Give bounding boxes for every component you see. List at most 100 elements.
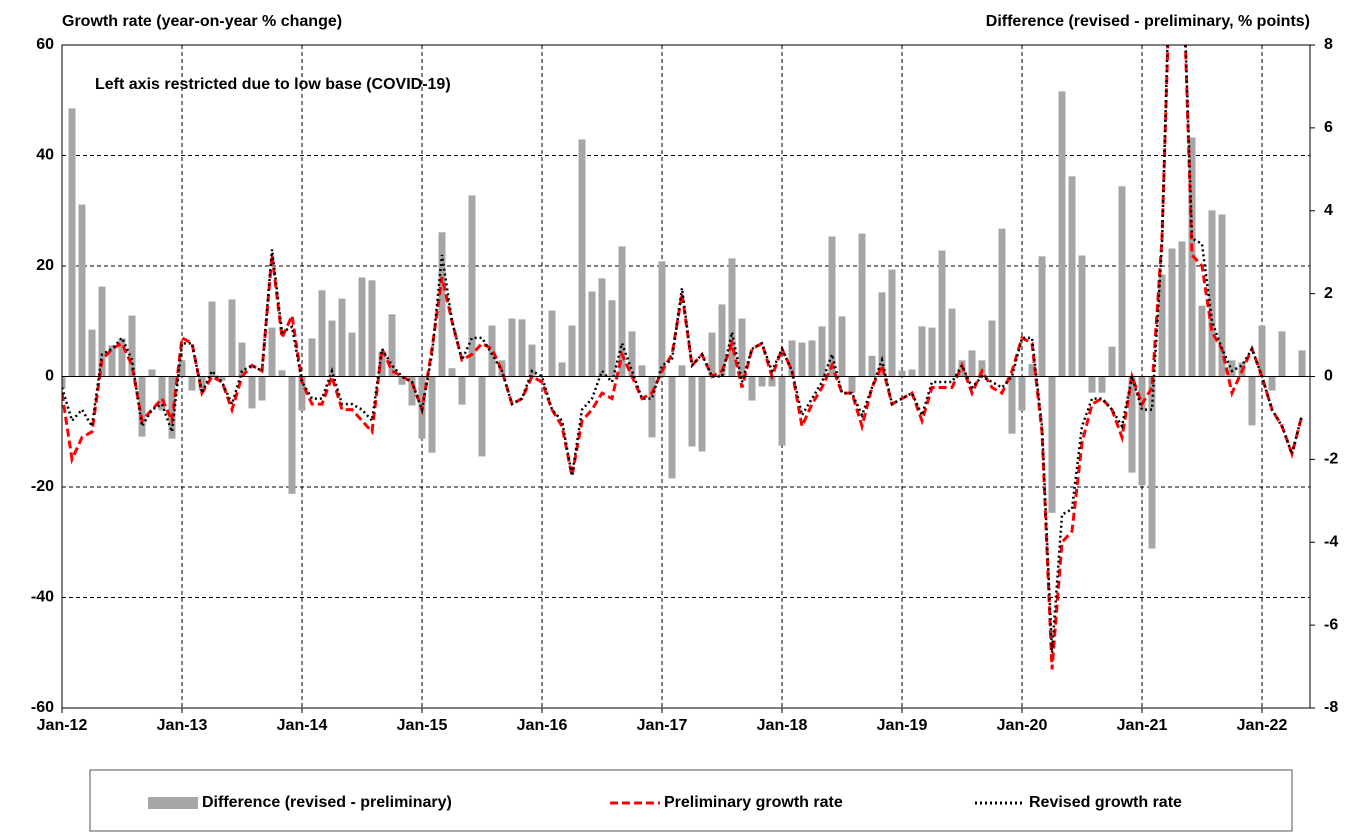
bar <box>1258 325 1266 377</box>
bar <box>68 108 76 377</box>
y-tick-label: -40 <box>31 589 54 606</box>
bar <box>658 261 666 377</box>
bar <box>1048 376 1056 513</box>
bar <box>888 269 896 377</box>
bar <box>608 300 616 377</box>
x-tick-label: Jan-14 <box>277 717 328 734</box>
bar <box>598 278 606 377</box>
bar <box>228 299 236 377</box>
bar <box>528 344 536 377</box>
y-axis-title: Growth rate (year-on-year % change) <box>62 13 342 30</box>
bar <box>1218 214 1226 377</box>
bar <box>558 362 566 377</box>
bar <box>648 376 656 438</box>
bar <box>778 376 786 446</box>
bar <box>298 376 306 411</box>
bar <box>478 376 486 457</box>
bar <box>1298 350 1306 377</box>
bar <box>188 376 196 391</box>
y2-tick-label: -2 <box>1324 451 1338 468</box>
bar <box>668 376 676 479</box>
bar <box>988 320 996 377</box>
x-tick-label: Jan-22 <box>1237 717 1288 734</box>
bar <box>758 376 766 387</box>
bar <box>88 329 96 377</box>
bar <box>378 351 386 377</box>
bar <box>868 355 876 377</box>
bar <box>428 376 436 453</box>
bar <box>1198 305 1206 377</box>
plot-area <box>62 45 1306 670</box>
bar <box>768 376 776 387</box>
bar <box>688 376 696 447</box>
bar <box>678 365 686 377</box>
bar <box>1148 376 1156 549</box>
bar <box>518 319 526 377</box>
bar <box>698 376 706 452</box>
bar <box>128 315 136 377</box>
y2-tick-label: 2 <box>1324 285 1333 302</box>
bar <box>588 291 596 377</box>
bar <box>788 340 796 377</box>
bar <box>728 258 736 377</box>
bar <box>1168 248 1176 377</box>
bar <box>748 376 756 401</box>
bar <box>998 228 1006 377</box>
bar <box>638 365 646 377</box>
y2-tick-label: 8 <box>1324 36 1333 53</box>
bar <box>338 298 346 377</box>
bar <box>848 376 856 393</box>
bar <box>78 204 86 377</box>
bar <box>208 301 216 377</box>
legend-box <box>89 769 1293 832</box>
bar <box>158 376 166 411</box>
bar <box>918 326 926 377</box>
bar <box>148 369 156 377</box>
legend-label: Revised growth rate <box>1029 794 1182 811</box>
bar <box>358 277 366 377</box>
bar <box>1058 91 1066 377</box>
bar <box>1118 186 1126 377</box>
bar <box>448 368 456 377</box>
bar <box>1178 241 1186 377</box>
bar <box>898 370 906 377</box>
annotation: Left axis restricted due to low base (CO… <box>95 76 451 93</box>
bar <box>108 345 116 377</box>
bar <box>248 376 256 409</box>
bar <box>708 332 716 377</box>
bar <box>928 327 936 377</box>
bar <box>368 280 376 377</box>
bar <box>508 318 516 377</box>
y-tick-label: 40 <box>36 147 54 164</box>
x-tick-label: Jan-15 <box>397 717 448 734</box>
bar <box>628 331 636 377</box>
bar <box>318 290 326 377</box>
bar <box>138 376 146 437</box>
bar <box>1008 376 1016 434</box>
bar <box>578 139 586 377</box>
x-tick-label: Jan-18 <box>757 717 808 734</box>
bar <box>118 338 126 377</box>
y-tick-label: 60 <box>36 36 54 53</box>
legend-swatch <box>148 797 198 809</box>
y2-tick-label: -8 <box>1324 699 1338 716</box>
y2-tick-label: 4 <box>1324 202 1333 219</box>
x-tick-label: Jan-16 <box>517 717 568 734</box>
bar <box>1128 376 1136 473</box>
bar <box>168 376 176 439</box>
bar <box>838 316 846 377</box>
bar <box>1098 376 1106 393</box>
bar <box>1158 274 1166 377</box>
bar <box>818 326 826 377</box>
bar <box>388 314 396 377</box>
bar <box>1208 210 1216 377</box>
bar <box>438 232 446 377</box>
x-tick-label: Jan-20 <box>997 717 1048 734</box>
bar <box>328 320 336 377</box>
bar <box>618 246 626 377</box>
bar <box>858 233 866 377</box>
bar <box>488 325 496 377</box>
legend-label: Preliminary growth rate <box>664 794 843 811</box>
